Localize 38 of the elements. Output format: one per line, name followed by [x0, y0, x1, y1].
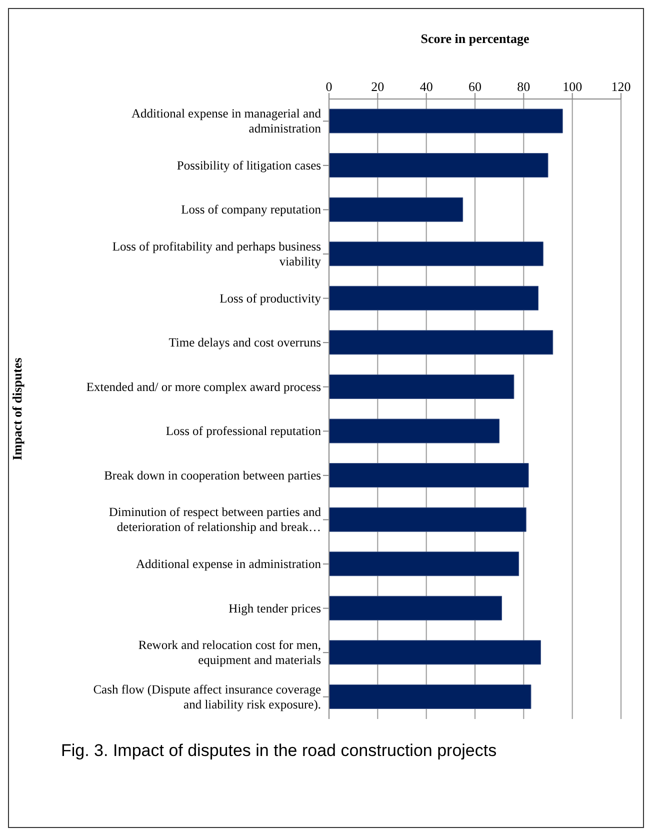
bar: [329, 418, 500, 444]
x-tick-label: 40: [420, 79, 433, 94]
y-tick-label: Additional expense in administration: [136, 557, 322, 571]
bar: [329, 684, 532, 709]
bar: [329, 197, 464, 222]
y-tick-label: Break down in cooperation between parties: [104, 468, 322, 482]
x-tick-label: 60: [468, 79, 482, 94]
x-tick-label: 100: [562, 79, 582, 94]
bar: [329, 330, 554, 355]
y-tick-label: Diminution of respect between parties and deterioration of relationship and break…: [108, 505, 322, 534]
bar: [329, 507, 526, 532]
y-tick-label: Extended and/ or more complex award process: [86, 380, 322, 394]
y-tick-label: Cash flow (Dispute affect insurance coverage and liability risk exposure).: [93, 682, 322, 712]
y-tick-label: Loss of profitability and perhaps business viability: [112, 240, 322, 268]
y-tick-label: Time delays and cost overruns: [168, 336, 322, 350]
y-tick-label: High tender prices: [228, 601, 322, 616]
y-tick-label: Additional expense in managerial and administration: [131, 106, 322, 136]
bar: [329, 108, 563, 134]
bar: [329, 552, 520, 576]
bar: [329, 286, 539, 310]
bar: [329, 242, 544, 266]
y-tick-label: Rework and relocation cost for men, equipment and materials: [138, 638, 322, 668]
y-tick-label: Possibility of litigation cases: [176, 158, 322, 172]
x-tick-label: 0: [326, 79, 332, 94]
bar: [329, 640, 541, 665]
x-tick-label: 20: [371, 79, 384, 94]
y-axis-title: Impact of disputes: [10, 358, 25, 460]
x-tick-label: 120: [611, 79, 631, 94]
y-tick-label: Loss of company reputation: [181, 202, 322, 217]
x-tick-label: 80: [517, 79, 530, 94]
bar: [329, 463, 529, 488]
y-tick-label: Loss of productivity: [220, 291, 322, 306]
bar: [329, 596, 502, 620]
bar: [329, 374, 514, 399]
x-axis-title: Score in percentage: [420, 31, 530, 46]
bar: [329, 153, 548, 178]
y-tick-label: Loss of professional reputation: [166, 424, 322, 438]
caption: Fig. 3. Impact of disputes in the road construction projects: [61, 741, 498, 761]
